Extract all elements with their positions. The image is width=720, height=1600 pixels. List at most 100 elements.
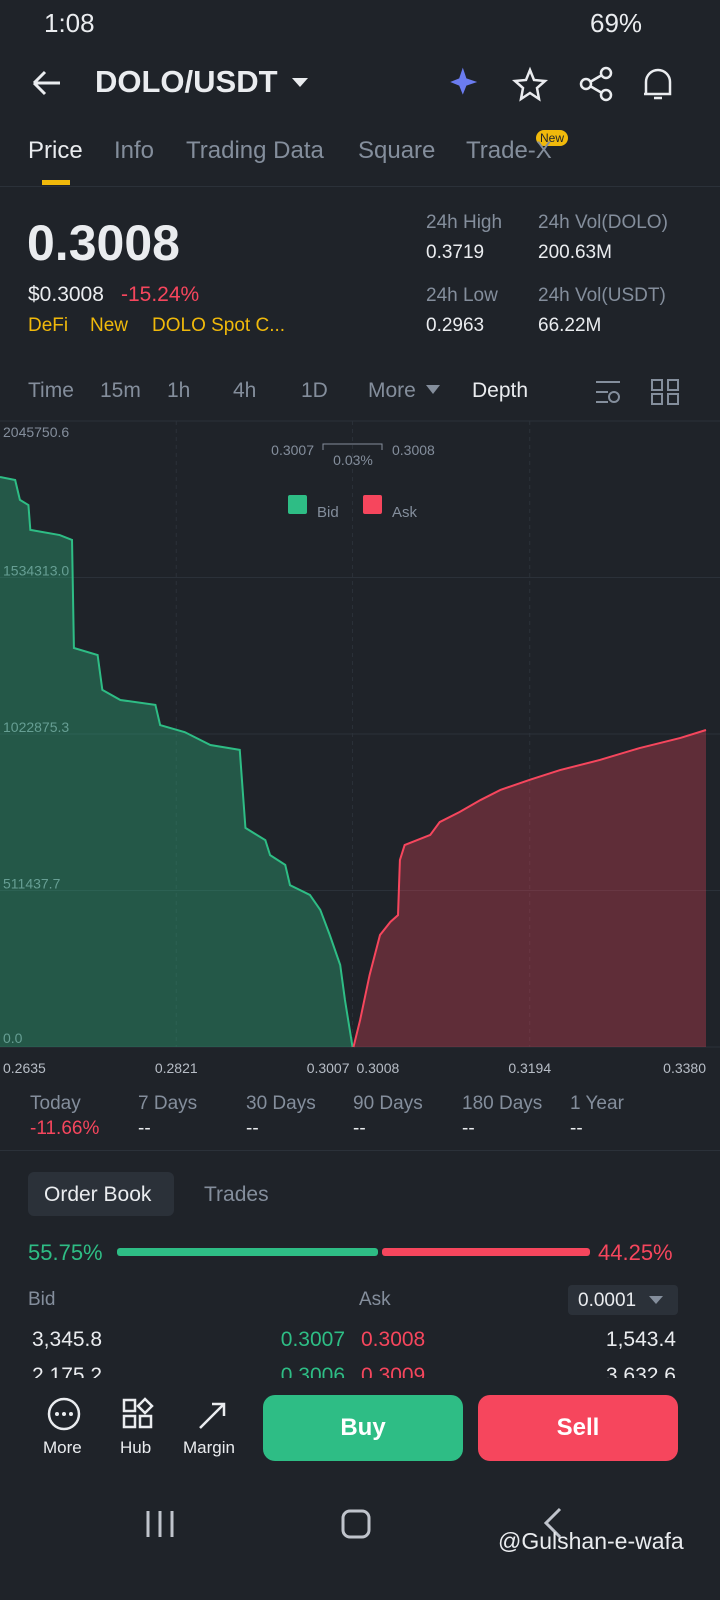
ask-amount: 1,543.4 bbox=[605, 1328, 676, 1351]
interval[interactable]: Depth bbox=[472, 379, 529, 402]
tag[interactable]: DOLO Spot C... bbox=[152, 315, 286, 336]
x-tick-label: 0.3008 bbox=[356, 1060, 399, 1076]
action-label[interactable]: More bbox=[43, 1438, 82, 1457]
ask-price: 0.3008 bbox=[361, 1328, 426, 1351]
orderbook-tab[interactable]: Order Book bbox=[44, 1183, 152, 1206]
period-value: -- bbox=[570, 1118, 583, 1139]
stat-label: 24h Low bbox=[426, 285, 498, 306]
stat-label: 24h Vol(USDT) bbox=[538, 285, 666, 306]
x-tick-label: 0.2635 bbox=[3, 1060, 46, 1076]
ask-amount: 3,632.6 bbox=[605, 1364, 676, 1378]
nav-bar[interactable] bbox=[140, 1505, 580, 1545]
tag[interactable]: DeFi bbox=[28, 315, 69, 336]
trades-tab[interactable]: Trades bbox=[204, 1183, 269, 1206]
interval[interactable]: 1D bbox=[301, 379, 328, 402]
stat-value: 200.63M bbox=[538, 242, 612, 263]
legend-label: Bid bbox=[317, 504, 339, 521]
spread-bracket bbox=[322, 443, 383, 450]
pair-title[interactable]: DOLO/USDT bbox=[95, 64, 278, 99]
bid-price: 0.3006 bbox=[280, 1364, 345, 1378]
y-tick-label: 2045750.6 bbox=[3, 424, 69, 440]
stat-value: 66.22M bbox=[538, 315, 602, 336]
period-value: -11.66% bbox=[30, 1118, 100, 1139]
tab[interactable]: Square bbox=[358, 137, 436, 164]
dropdown-icon[interactable] bbox=[290, 76, 310, 90]
watermark: @Gulshan-e-wafa bbox=[498, 1528, 684, 1554]
bid-bar bbox=[117, 1248, 378, 1256]
status-time: 1:08 bbox=[44, 8, 95, 38]
area-fill bbox=[353, 729, 706, 1047]
period-label: 30 Days bbox=[246, 1093, 316, 1114]
period-label: 90 Days bbox=[353, 1093, 423, 1114]
period-label: 7 Days bbox=[138, 1093, 198, 1114]
bid-header: Bid bbox=[28, 1289, 56, 1310]
action-label[interactable]: Hub bbox=[120, 1438, 152, 1457]
precision-bg[interactable] bbox=[568, 1285, 678, 1315]
interval[interactable]: Time bbox=[28, 379, 74, 402]
period-value: -- bbox=[246, 1118, 259, 1139]
period-value: -- bbox=[353, 1118, 366, 1139]
stat-value: 0.3719 bbox=[426, 242, 485, 263]
period-value: -- bbox=[138, 1118, 151, 1139]
header-icons[interactable] bbox=[448, 66, 688, 102]
legend-label: Ask bbox=[392, 504, 418, 521]
ask-header: Ask bbox=[359, 1289, 391, 1310]
tag[interactable]: New bbox=[90, 315, 129, 336]
x-tick-label: 0.3194 bbox=[508, 1060, 551, 1076]
period-label: Today bbox=[30, 1093, 81, 1114]
last-price: 0.3008 bbox=[27, 215, 180, 271]
orderbook-rows: 3,345.8 0.3007 0.3008 1,543.4 2,175.2 0.… bbox=[0, 1320, 720, 1378]
tab[interactable]: Price bbox=[28, 137, 83, 164]
tab[interactable]: Trade-X bbox=[466, 137, 552, 164]
tab[interactable]: Info bbox=[114, 137, 155, 164]
usd-price: $0.3008 bbox=[28, 283, 104, 306]
ask-ratio: 44.25% bbox=[598, 1240, 673, 1265]
depth-line bbox=[352, 729, 707, 1048]
depth-line bbox=[0, 475, 354, 1048]
y-tick-label: 0.0 bbox=[3, 1030, 23, 1046]
period-label: 1 Year bbox=[570, 1093, 624, 1114]
price-change: -15.24% bbox=[121, 283, 200, 306]
bid-price: 0.3007 bbox=[280, 1328, 345, 1351]
interval[interactable]: 1h bbox=[167, 379, 191, 402]
period-value: -- bbox=[462, 1118, 475, 1139]
spread-ask: 0.3008 bbox=[392, 442, 435, 458]
y-tick-label: 1022875.3 bbox=[3, 719, 69, 735]
action-icons[interactable] bbox=[44, 1396, 244, 1432]
tab-bg bbox=[28, 1172, 174, 1216]
precision[interactable]: 0.0001 bbox=[578, 1290, 637, 1311]
chart-settings-icons[interactable] bbox=[594, 378, 684, 406]
x-tick-label: 0.3007 bbox=[307, 1060, 350, 1076]
buy-button[interactable]: Buy bbox=[263, 1395, 463, 1461]
spread-bid: 0.3007 bbox=[271, 442, 314, 458]
y-tick-label: 511437.7 bbox=[3, 876, 61, 892]
depth-chart: 0.0 511437.7 1022875.3 1534313.0 2045750.6 0.… bbox=[0, 420, 720, 1076]
interval[interactable]: More bbox=[368, 379, 416, 402]
tab-indicator bbox=[42, 180, 70, 185]
stat-value: 0.2963 bbox=[426, 315, 485, 336]
legend-swatch bbox=[288, 495, 307, 514]
area-fill bbox=[0, 476, 353, 1047]
stat-label: 24h High bbox=[426, 212, 503, 233]
period-label: 180 Days bbox=[462, 1093, 543, 1114]
tab[interactable]: Trading Data bbox=[186, 137, 324, 164]
x-tick-label: 0.2821 bbox=[155, 1060, 198, 1076]
legend-swatch bbox=[363, 495, 382, 514]
y-tick-label: 1534313.0 bbox=[3, 563, 69, 579]
interval[interactable]: 15m bbox=[100, 379, 141, 402]
divider bbox=[0, 186, 720, 187]
dropdown-icon[interactable] bbox=[426, 385, 440, 394]
divider bbox=[0, 1150, 720, 1151]
x-tick-label: 0.3380 bbox=[663, 1060, 706, 1076]
interval[interactable]: 4h bbox=[233, 379, 257, 402]
ask-bar bbox=[382, 1248, 590, 1256]
spread-percent: 0.03% bbox=[333, 452, 373, 468]
bid-ratio: 55.75% bbox=[28, 1240, 103, 1265]
dropdown-icon[interactable] bbox=[648, 1294, 664, 1306]
back-icon[interactable] bbox=[30, 66, 64, 100]
bid-amount: 2,175.2 bbox=[32, 1364, 103, 1378]
sell-button[interactable]: Sell bbox=[478, 1395, 678, 1461]
action-label[interactable]: Margin bbox=[183, 1438, 235, 1457]
ask-price: 0.3009 bbox=[361, 1364, 426, 1378]
